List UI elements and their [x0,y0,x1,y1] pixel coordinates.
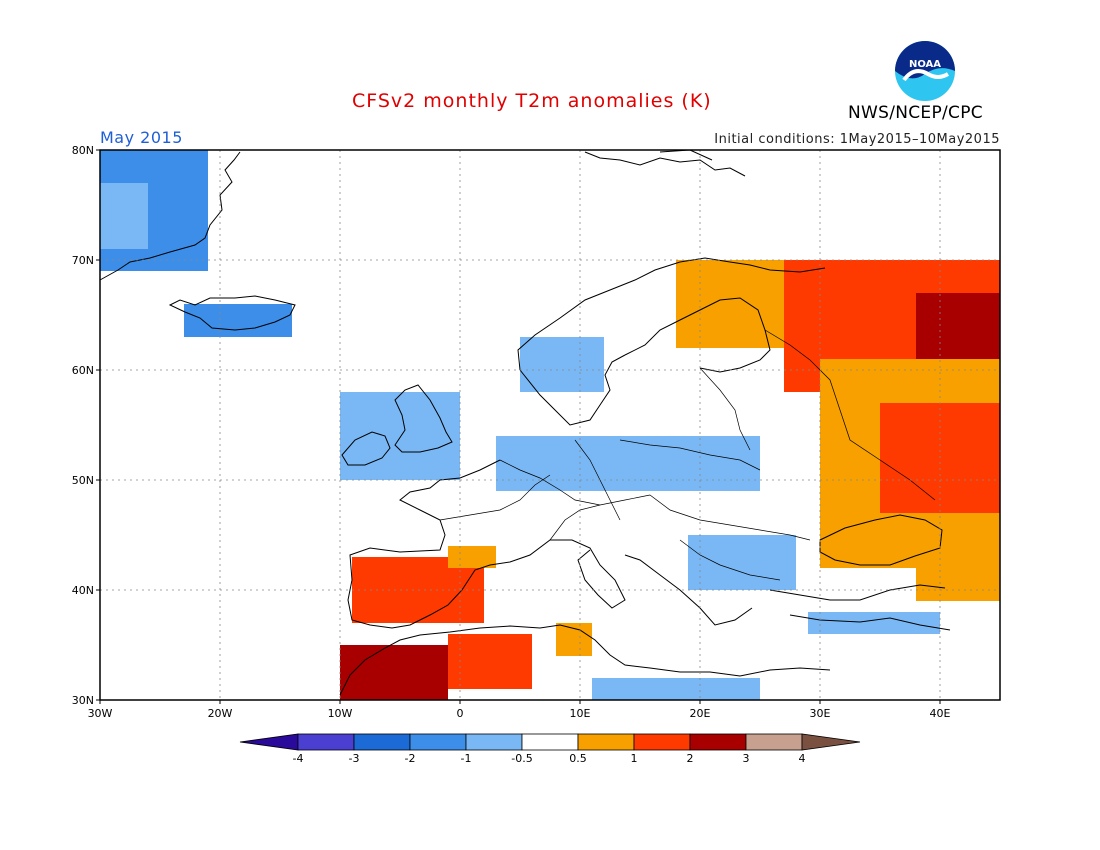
lon-tick-label: 20E [690,707,711,720]
colorbar-label: -3 [349,752,360,765]
anomaly-region-norway [520,337,604,392]
anomaly-region-tunisia [556,623,592,656]
lat-tick-label: 80N [72,144,94,157]
lat-tick-label: 70N [72,254,94,267]
colorbar-segment [745,733,803,751]
anomaly-fields [100,150,1000,700]
colorbar-segment [689,733,747,751]
colorbar-label: 4 [799,752,806,765]
lat-tick-label: 40N [72,584,94,597]
anomaly-region-greenland-light [100,183,148,249]
colorbar-label: 1 [631,752,638,765]
colorbar-label: 3 [743,752,750,765]
logo-text: NOAA [909,59,941,70]
colorbar-arrow-left [239,733,299,751]
colorbar-label: 2 [687,752,694,765]
anomaly-region-northern-russia [916,293,1000,370]
anomaly-region-mediterranean-east [808,612,940,634]
initial-conditions: Initial conditions: 1May2015–10May2015 [714,132,1000,147]
colorbar-label: 0.5 [569,752,587,765]
lon-tick-label: 0 [457,707,464,720]
colorbar-segment [521,733,579,751]
colorbar-segment [465,733,523,751]
anomaly-region-iberia-north-edge [448,546,496,568]
lon-tick-label: 40E [930,707,951,720]
lat-tick-label: 30N [72,694,94,707]
colorbar-segment [409,733,467,751]
colorbar-segment [577,733,635,751]
colorbar-segment [297,733,355,751]
lat-lon-grid [100,150,1000,700]
anomaly-region-north-africa-west [340,645,448,700]
map-frame [99,149,1001,701]
anomaly-region-central-europe [496,436,760,491]
anomaly-region-balkans [688,535,796,590]
colorbar-label: -2 [405,752,416,765]
anomaly-region-iceland [184,304,292,337]
noaa-logo-icon: NOAA [895,41,955,101]
colorbar-label: -0.5 [511,752,532,765]
forecast-month: May 2015 [100,128,183,147]
colorbar-segment [353,733,411,751]
colorbar-arrow-right [801,733,861,751]
coastlines [99,149,951,696]
lon-tick-label: 10W [328,707,353,720]
lat-tick-label: 50N [72,474,94,487]
colorbar: -4 -3 -2 -1 -0.5 0.5 1 2 3 4 [239,733,861,765]
colorbar-segment [633,733,691,751]
agency-label: NWS/NCEP/CPC [848,103,983,123]
colorbar-label: -1 [461,752,472,765]
lat-tick-label: 60N [72,364,94,377]
axis-ticks: 30W 20W 10W 0 10E 20E 30E 40E 80N 70N 60N 50N 40N 30N [72,144,951,720]
lon-tick-label: 20W [208,707,233,720]
map-title: CFSv2 monthly T2m anomalies (K) [352,90,712,112]
colorbar-label: -4 [293,752,304,765]
lon-tick-label: 30E [810,707,831,720]
anomaly-region-turkey-east [916,568,1000,601]
lon-tick-label: 30W [88,707,113,720]
lon-tick-label: 10E [570,707,591,720]
anomaly-region-uk-ireland [340,392,460,480]
anomaly-region-libya [592,678,760,700]
anomaly-region-north-africa-orange [448,634,532,689]
